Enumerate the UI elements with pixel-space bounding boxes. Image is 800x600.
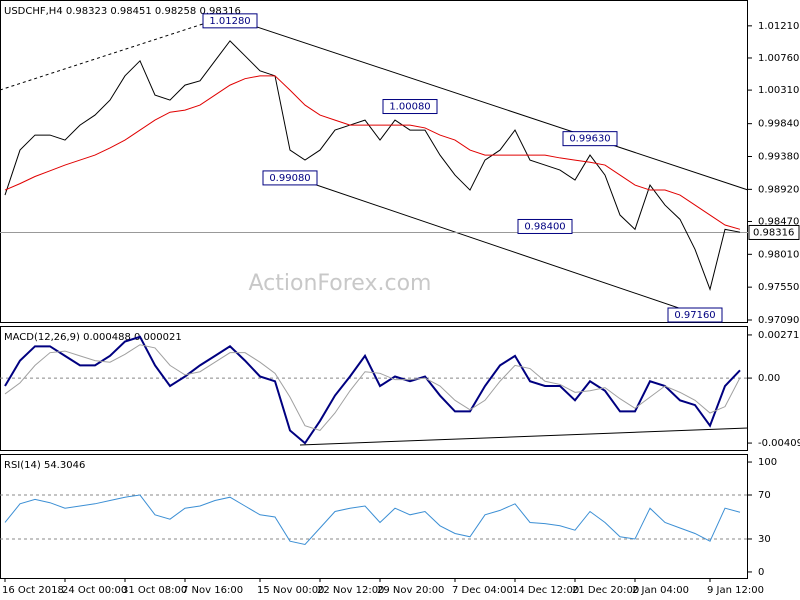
y-tick-label: 0.98010	[758, 249, 799, 260]
x-tick-label: 31 Oct 08:00	[122, 585, 187, 596]
annotation-label: 0.97160	[674, 310, 715, 321]
panel-title: USDCHF,H4 0.98323 0.98451 0.98258 0.9831…	[4, 6, 241, 17]
annotation-label: 1.00080	[389, 102, 430, 113]
x-tick-label: 2 Jan 04:00	[632, 585, 689, 596]
macd-trend-line	[299, 427, 749, 446]
series-line	[4, 75, 741, 230]
y-tick-label: 0	[758, 567, 764, 578]
x-tick-label: 14 Dec 12:00	[512, 585, 579, 596]
y-tick-label: 1.01210	[758, 21, 799, 32]
y-tick-label: 30	[758, 534, 771, 545]
y-tick-label: 0.99380	[758, 152, 799, 163]
y-tick-label: 0.98470	[758, 216, 799, 227]
y-tick-label: 0.002717	[758, 330, 800, 341]
y-tick-label: 0.98920	[758, 184, 799, 195]
y-tick-label: 1.00310	[758, 85, 799, 96]
series-line	[4, 335, 741, 445]
channel-upper	[229, 17, 749, 191]
annotation-label: 0.99080	[269, 173, 310, 184]
y-tick-label: 0.97550	[758, 282, 799, 293]
panel-title: RSI(14) 54.3046	[4, 460, 85, 471]
price-panel	[0, 0, 748, 323]
y-tick-label: 1.00760	[758, 53, 799, 64]
annotation-box	[202, 13, 258, 29]
x-tick-label: 29 Nov 20:00	[377, 585, 444, 596]
trend-line	[0, 19, 216, 91]
channel-lower	[289, 175, 721, 323]
annotation-label: 0.99630	[569, 134, 610, 145]
series-line	[4, 494, 741, 546]
x-tick-label: 7 Dec 04:00	[452, 585, 513, 596]
last-price-box	[748, 224, 800, 240]
annotation-box	[562, 131, 618, 147]
x-tick-label: 22 Nov 12:00	[317, 585, 384, 596]
y-tick-label: 100	[758, 457, 777, 468]
x-tick-label: 21 Dec 20:00	[572, 585, 639, 596]
y-tick-label: -0.004093	[758, 438, 800, 449]
series-line	[4, 40, 741, 291]
watermark: ActionForex.com	[249, 271, 432, 296]
y-tick-label: 0.97090	[758, 315, 799, 326]
x-tick-label: 7 Nov 16:00	[182, 585, 243, 596]
annotation-box	[667, 307, 723, 323]
y-tick-label: 70	[758, 490, 771, 501]
annotation-label: 0.98400	[524, 221, 565, 232]
last-price-label: 0.98316	[753, 227, 794, 238]
annotation-box	[262, 170, 318, 186]
x-tick-label: 24 Oct 00:00	[62, 585, 127, 596]
series-line	[4, 344, 741, 432]
x-tick-label: 16 Oct 2018	[2, 585, 64, 596]
x-tick-label: 15 Nov 00:00	[257, 585, 324, 596]
annotation-box	[382, 99, 438, 115]
y-tick-label: 0.00	[758, 373, 780, 384]
annotation-box	[517, 218, 573, 234]
x-tick-label: 9 Jan 12:00	[707, 585, 764, 596]
macd-panel	[0, 326, 748, 451]
panel-title: MACD(12,26,9) 0.000488 0.000021	[4, 332, 182, 343]
annotation-label: 1.01280	[209, 16, 250, 27]
rsi-panel	[0, 454, 748, 579]
y-tick-label: 0.99840	[758, 119, 799, 130]
